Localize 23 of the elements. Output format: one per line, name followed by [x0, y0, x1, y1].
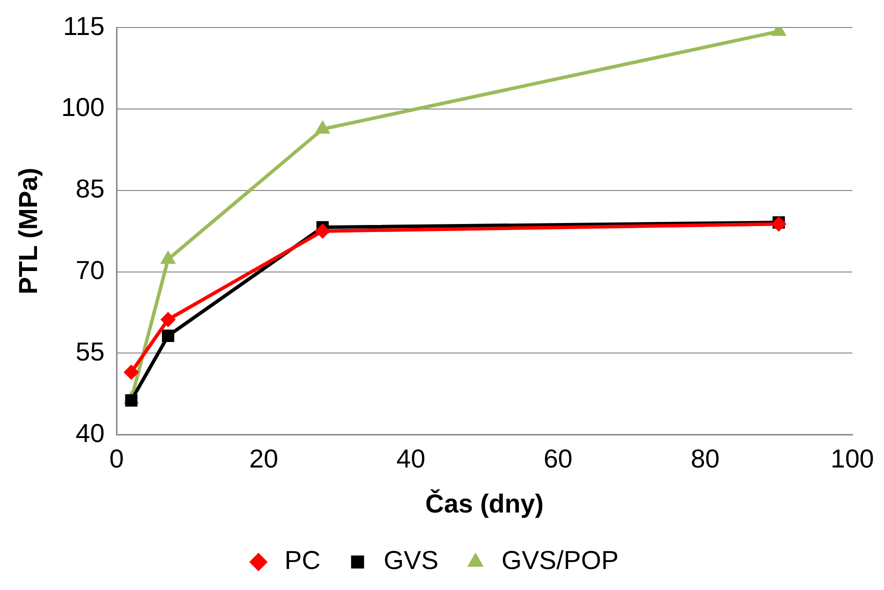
x-tick-label: 60	[544, 443, 572, 474]
y-tick-label: 55	[76, 336, 105, 366]
x-tick-label: 40	[396, 443, 426, 474]
point	[160, 312, 176, 328]
x-tick-label: 20	[249, 443, 278, 474]
legend-label: GVS	[384, 545, 439, 576]
legend-label: PC	[284, 545, 321, 576]
x-tick-label: 100	[830, 443, 874, 474]
point	[771, 216, 786, 232]
y-axis-title: PTL (MPa)	[12, 168, 43, 294]
legend-label: GVS/POP	[501, 545, 619, 576]
y-tick-label: 40	[76, 418, 105, 448]
point	[315, 224, 330, 239]
point	[124, 364, 139, 380]
x-axis-title: Čas (dny)	[425, 488, 544, 519]
y-tick-label: 85	[76, 174, 105, 204]
x-tick-label: 80	[690, 443, 720, 474]
y-tick-label: 115	[63, 10, 105, 41]
y-tick-label: 70	[76, 254, 105, 285]
point	[125, 394, 138, 407]
point	[162, 330, 174, 342]
y-tick-label: 100	[61, 92, 105, 122]
x-tick-label: 0	[109, 443, 124, 474]
